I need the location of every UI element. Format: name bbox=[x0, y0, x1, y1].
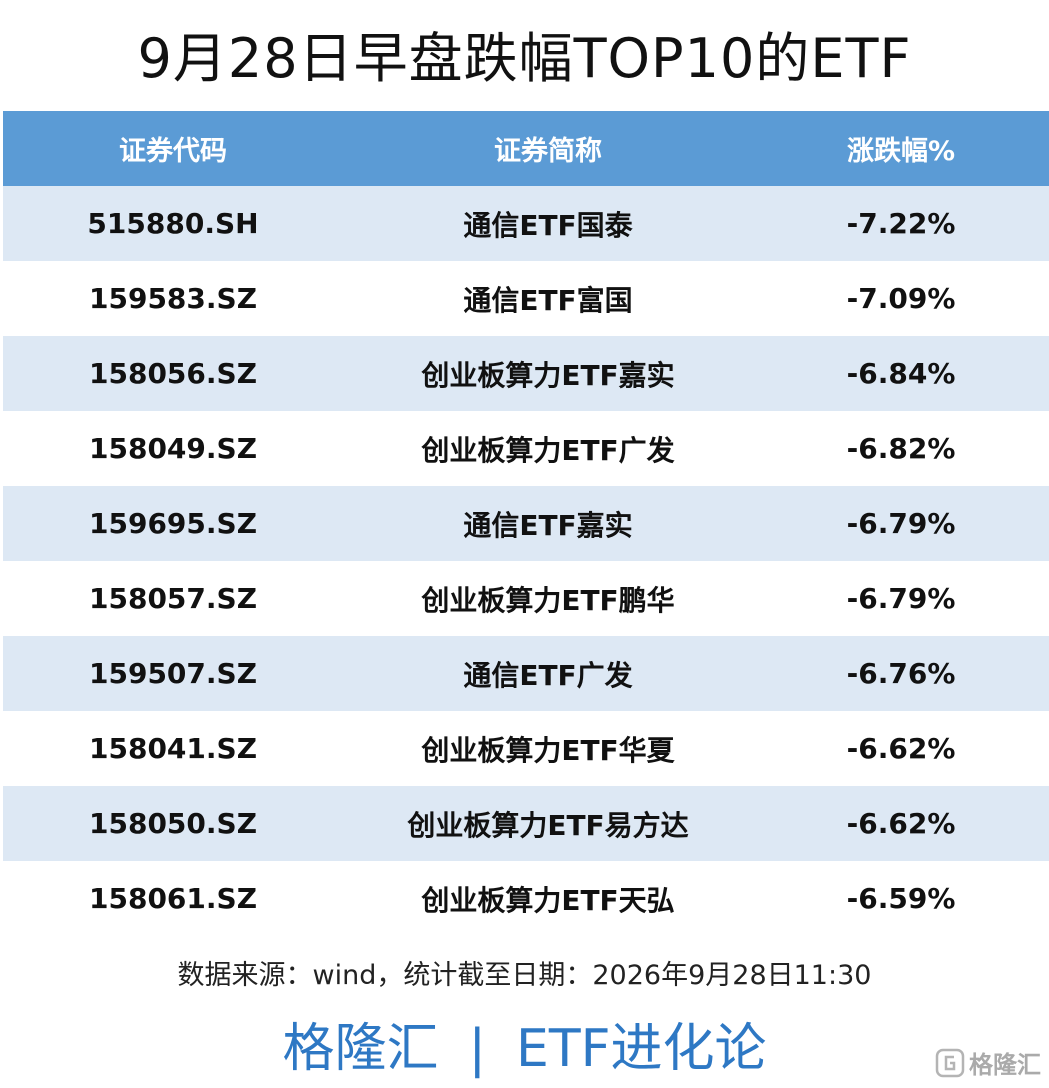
cell-name: 创业板算力ETF易方达 bbox=[407, 808, 689, 842]
table-row: 158057.SZ 创业板算力ETF鹏华 -6.79% bbox=[3, 561, 1049, 636]
cell-name: 创业板算力ETF鹏华 bbox=[421, 583, 675, 617]
watermark: 格隆汇 bbox=[935, 1045, 1041, 1080]
cell-code: 158056.SZ bbox=[89, 357, 257, 390]
cell-change: -6.62% bbox=[846, 807, 956, 840]
etf-table: 证券代码 证券简称 涨跌幅% 515880.SH 通信ETF国泰 -7.22% … bbox=[3, 111, 1049, 936]
table-row: 158056.SZ 创业板算力ETF嘉实 -6.84% bbox=[3, 336, 1049, 411]
cell-name: 创业板算力ETF嘉实 bbox=[421, 358, 675, 392]
data-source-note: 数据来源：wind，统计截至日期：2026年9月28日11:30 bbox=[177, 960, 872, 991]
cell-name: 创业板算力ETF天弘 bbox=[421, 883, 675, 917]
cell-code: 159507.SZ bbox=[89, 657, 257, 690]
table-header-row: 证券代码 证券简称 涨跌幅% bbox=[3, 111, 1049, 186]
footer-brand-right: ETF进化论 bbox=[516, 1019, 767, 1079]
cell-change: -6.79% bbox=[846, 582, 956, 615]
table-row: 159695.SZ 通信ETF嘉实 -6.79% bbox=[3, 486, 1049, 561]
cell-code: 158057.SZ bbox=[89, 582, 257, 615]
cell-change: -7.09% bbox=[846, 282, 956, 315]
cell-name: 通信ETF广发 bbox=[463, 658, 633, 692]
table-row: 159583.SZ 通信ETF富国 -7.09% bbox=[3, 261, 1049, 336]
cell-name: 通信ETF嘉实 bbox=[463, 508, 633, 542]
cell-name: 通信ETF富国 bbox=[463, 283, 633, 317]
table-row: 158041.SZ 创业板算力ETF华夏 -6.62% bbox=[3, 711, 1049, 786]
page-title: 9月28日早盘跌幅TOP10的ETF bbox=[137, 27, 912, 90]
table-row: 158049.SZ 创业板算力ETF广发 -6.82% bbox=[3, 411, 1049, 486]
cell-change: -6.62% bbox=[846, 732, 956, 765]
cell-code: 158049.SZ bbox=[89, 432, 257, 465]
table-row: 158061.SZ 创业板算力ETF天弘 -6.59% bbox=[3, 861, 1049, 936]
cell-change: -6.59% bbox=[846, 882, 956, 915]
cell-name: 创业板算力ETF华夏 bbox=[421, 733, 675, 767]
table-row: 158050.SZ 创业板算力ETF易方达 -6.62% bbox=[3, 786, 1049, 861]
column-header-change: 涨跌幅% bbox=[846, 136, 956, 167]
cell-name: 创业板算力ETF广发 bbox=[421, 433, 675, 467]
cell-change: -6.76% bbox=[846, 657, 956, 690]
column-header-code: 证券代码 bbox=[119, 136, 227, 167]
gelonghui-logo-icon bbox=[935, 1048, 965, 1077]
cell-code: 515880.SH bbox=[87, 207, 259, 240]
cell-code: 158041.SZ bbox=[89, 732, 257, 765]
cell-change: -6.79% bbox=[846, 507, 956, 540]
cell-change: -6.84% bbox=[846, 357, 956, 390]
cell-change: -6.82% bbox=[846, 432, 956, 465]
cell-code: 159695.SZ bbox=[89, 507, 257, 540]
footer-separator: | bbox=[468, 1019, 486, 1079]
column-header-name: 证券简称 bbox=[494, 136, 602, 167]
table-row: 159507.SZ 通信ETF广发 -6.76% bbox=[3, 636, 1049, 711]
cell-code: 158061.SZ bbox=[89, 882, 257, 915]
footer-brand-left: 格隆汇 bbox=[282, 1019, 439, 1079]
cell-code: 159583.SZ bbox=[89, 282, 257, 315]
cell-code: 158050.SZ bbox=[89, 807, 257, 840]
watermark-text: 格隆汇 bbox=[969, 1051, 1041, 1079]
cell-change: -7.22% bbox=[846, 207, 956, 240]
footer-brand: 格隆汇 | ETF进化论 bbox=[0, 1014, 1049, 1084]
cell-name: 通信ETF国泰 bbox=[463, 208, 633, 242]
table-row: 515880.SH 通信ETF国泰 -7.22% bbox=[3, 186, 1049, 261]
